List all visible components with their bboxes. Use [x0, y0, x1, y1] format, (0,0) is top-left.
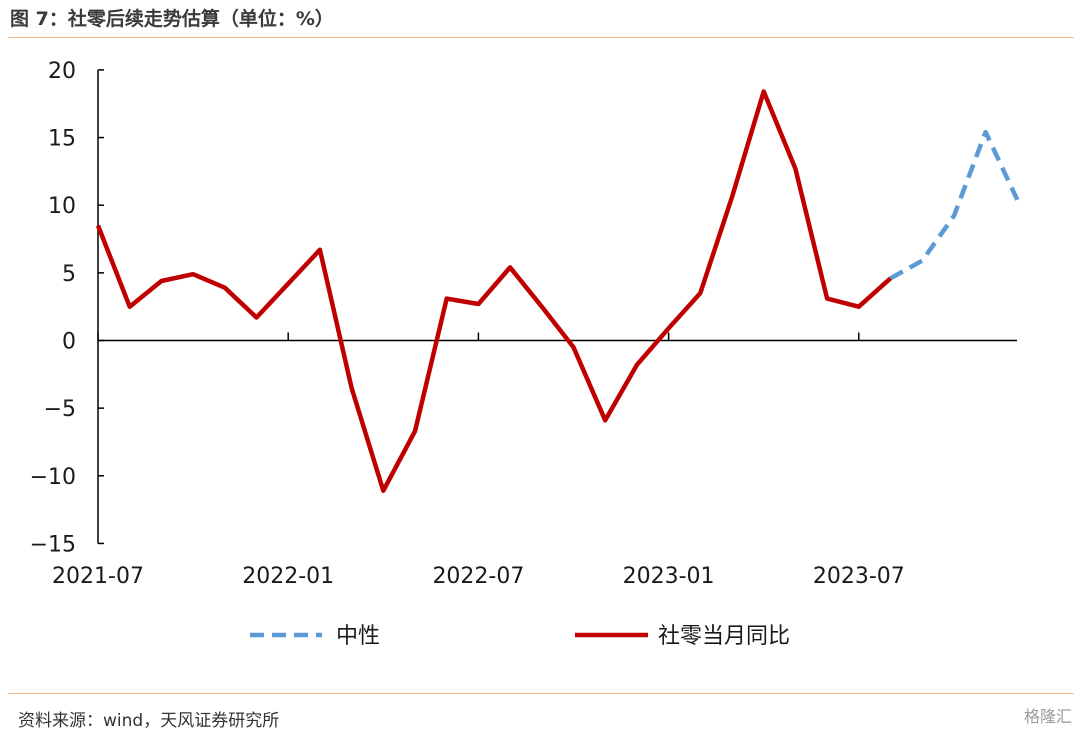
x-tick-label: 2022-07 — [432, 564, 524, 589]
x-axis-ticks: 2021-07 2022-01 2022-07 2023-01 2023-07 — [52, 332, 905, 589]
y-tick-label: 20 — [48, 59, 76, 84]
y-tick-label: −5 — [44, 397, 76, 422]
bottom-divider — [8, 693, 1074, 694]
y-tick-label: −10 — [30, 465, 76, 490]
chart-title: 图 7：社零后续走势估算（单位：%） — [10, 8, 334, 30]
y-tick-label: 15 — [48, 127, 76, 152]
top-divider — [8, 37, 1074, 38]
y-tick-label: −15 — [30, 532, 76, 557]
y-axis-ticks: −15 −10 −5 0 5 10 15 20 — [30, 59, 104, 557]
watermark-logo: 格隆汇 — [1023, 707, 1072, 726]
legend-label-neutral: 中性 — [336, 624, 380, 649]
series-line-retail-yoy — [95, 89, 893, 493]
legend-label-retail-yoy: 社零当月同比 — [658, 624, 790, 649]
series-line-neutral — [889, 129, 1020, 281]
legend: 中性 社零当月同比 — [250, 624, 790, 649]
source-note: 资料来源：wind，天风证券研究所 — [18, 711, 280, 731]
x-tick-label: 2021-07 — [52, 564, 144, 589]
axes — [97, 69, 1017, 544]
x-tick-label: 2023-01 — [623, 564, 715, 589]
x-tick-label: 2022-01 — [242, 564, 334, 589]
y-tick-label: 5 — [62, 262, 76, 287]
y-tick-label: 10 — [48, 194, 76, 219]
series-lines — [95, 89, 1020, 493]
y-tick-label: 0 — [62, 330, 76, 355]
x-tick-label: 2023-07 — [813, 564, 905, 589]
